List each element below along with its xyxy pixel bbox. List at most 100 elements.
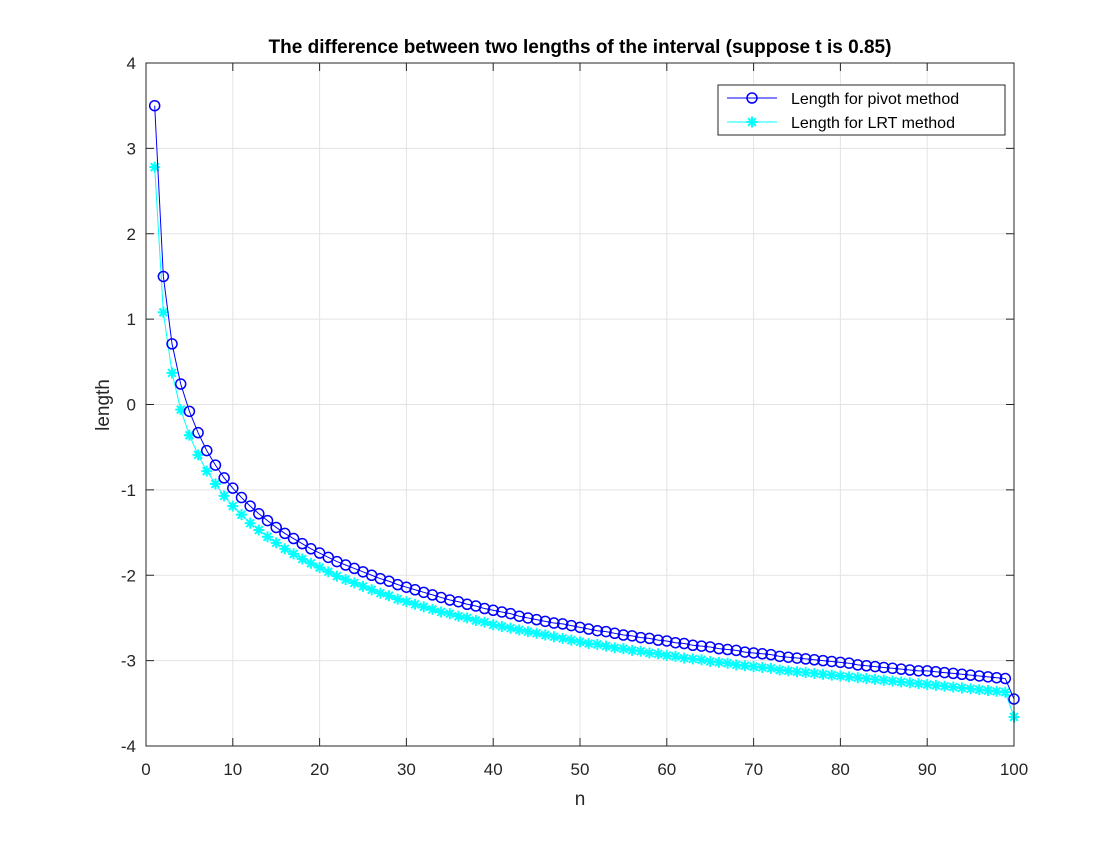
data-point-pivot <box>635 631 647 644</box>
data-point-lrt <box>496 620 508 632</box>
data-point-pivot <box>739 646 751 658</box>
data-point-lrt <box>209 478 221 490</box>
data-point-pivot <box>704 641 716 653</box>
x-tick-label: 80 <box>831 760 850 779</box>
data-point-pivot <box>244 500 256 512</box>
data-point-pivot <box>600 625 612 638</box>
y-tick-label: 1 <box>127 310 136 329</box>
y-tick-label: -3 <box>121 652 136 671</box>
data-point-lrt <box>288 548 300 560</box>
data-point-lrt <box>201 465 213 477</box>
data-point-lrt <box>479 616 491 628</box>
data-point-pivot <box>626 630 638 642</box>
data-point-lrt <box>452 610 464 622</box>
data-point-lrt <box>244 517 256 529</box>
data-point-pivot <box>661 635 673 647</box>
data-point-pivot <box>522 612 534 624</box>
data-point-lrt <box>409 598 421 610</box>
data-point-lrt <box>513 624 525 636</box>
y-tick-label: -4 <box>121 737 136 756</box>
x-tick-label: 60 <box>657 760 676 779</box>
data-point-lrt <box>218 490 230 502</box>
x-tick-label: 10 <box>223 760 242 779</box>
data-point-pivot <box>947 667 959 680</box>
data-point-pivot <box>912 665 925 677</box>
x-tick-label: 20 <box>310 760 329 779</box>
data-point-lrt <box>366 584 378 596</box>
data-point-lrt <box>348 577 360 589</box>
legend: Length for pivot method Length for LRT m… <box>717 84 1006 136</box>
data-point-lrt <box>314 562 326 574</box>
data-point-pivot <box>773 650 786 663</box>
data-point-pivot <box>201 444 213 457</box>
data-point-pivot <box>478 602 491 615</box>
data-point-pivot <box>548 617 560 629</box>
data-point-lrt <box>157 306 169 318</box>
data-point-pivot <box>652 634 664 646</box>
data-point-pivot <box>591 624 604 637</box>
y-tick-label: 4 <box>127 54 136 73</box>
data-point-pivot <box>643 632 656 645</box>
data-point-lrt <box>808 667 820 679</box>
data-point-lrt <box>166 367 178 379</box>
data-point-lrt <box>322 566 334 578</box>
data-point-lrt <box>635 645 647 657</box>
data-point-lrt <box>270 537 282 549</box>
data-point-lrt <box>609 642 621 654</box>
x-tick-label: 70 <box>744 760 763 779</box>
data-point-pivot <box>444 594 456 606</box>
data-point-pivot <box>617 629 630 641</box>
data-point-lrt <box>600 640 612 652</box>
data-point-pivot <box>513 610 525 622</box>
data-point-pivot <box>461 598 473 611</box>
data-point-lrt <box>444 608 456 620</box>
legend-item-lrt: Length for LRT method <box>727 115 955 132</box>
data-point-lrt <box>400 596 412 608</box>
data-point-lrt <box>392 593 404 605</box>
data-point-pivot <box>148 99 161 112</box>
data-point-lrt <box>574 636 586 648</box>
data-point-pivot <box>296 537 308 550</box>
data-point-pivot <box>669 636 682 649</box>
data-point-pivot <box>530 613 543 626</box>
y-tick-label: 0 <box>127 396 136 415</box>
data-point-lrt <box>253 524 265 536</box>
data-point-pivot <box>287 532 300 545</box>
data-point-lrt <box>235 509 247 521</box>
x-tick-label: 90 <box>918 760 937 779</box>
data-point-pivot <box>973 670 986 682</box>
data-point-pivot <box>999 672 1012 685</box>
data-point-pivot <box>678 637 690 650</box>
data-point-pivot <box>713 642 725 655</box>
data-point-lrt <box>357 580 369 592</box>
data-point-pivot <box>487 604 499 617</box>
data-point-pivot <box>721 643 734 656</box>
legend-label-lrt: Length for LRT method <box>791 115 955 132</box>
data-point-lrt <box>678 652 690 664</box>
data-point-lrt <box>548 631 560 643</box>
y-tick-label: -1 <box>121 481 136 500</box>
chart-title: The difference between two lengths of th… <box>269 37 892 58</box>
data-point-pivot <box>886 662 899 675</box>
legend-label-pivot: Length for pivot method <box>791 91 959 108</box>
data-point-lrt <box>591 638 603 650</box>
data-point-pivot <box>852 659 864 671</box>
data-point-lrt <box>461 612 473 624</box>
data-point-pivot <box>496 606 508 618</box>
data-point-pivot <box>574 621 586 634</box>
data-point-pivot <box>608 627 621 640</box>
data-point-pivot <box>166 338 178 350</box>
data-point-pivot <box>279 527 291 540</box>
data-point-pivot <box>730 644 742 657</box>
data-point-lrt <box>765 662 777 674</box>
data-point-lrt <box>826 669 838 681</box>
legend-marker-pivot <box>746 92 758 104</box>
data-point-lrt <box>669 650 681 662</box>
data-point-pivot <box>895 663 907 675</box>
x-tick-label: 40 <box>484 760 503 779</box>
data-point-pivot <box>921 665 933 677</box>
data-point-lrt <box>999 686 1011 698</box>
